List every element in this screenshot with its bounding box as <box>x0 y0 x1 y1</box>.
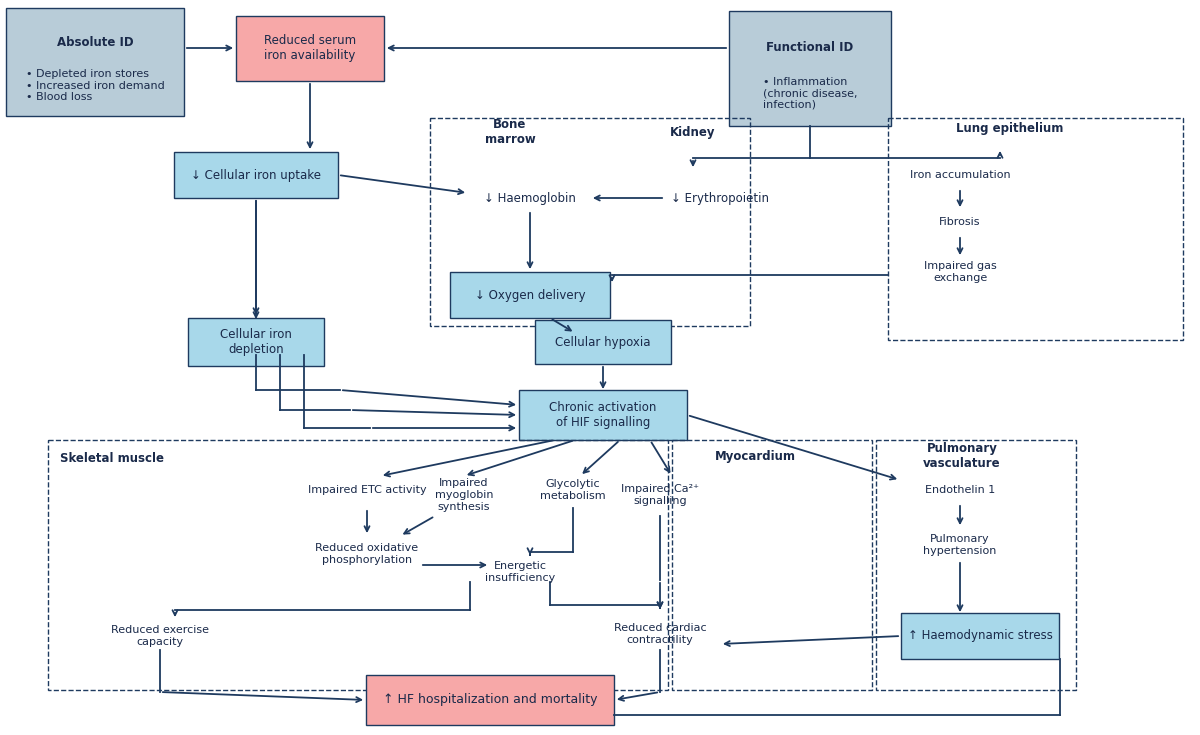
Text: Pulmonary
vasculature: Pulmonary vasculature <box>923 442 1001 470</box>
Text: Myocardium: Myocardium <box>714 450 796 462</box>
FancyBboxPatch shape <box>366 675 614 725</box>
Text: ↓ Erythropoietin: ↓ Erythropoietin <box>671 192 769 204</box>
Text: Absolute ID: Absolute ID <box>56 36 133 49</box>
Text: Glycolytic
metabolism: Glycolytic metabolism <box>540 479 606 501</box>
Text: ↓ Oxygen delivery: ↓ Oxygen delivery <box>475 289 586 301</box>
Text: Kidney: Kidney <box>671 126 715 138</box>
Text: Cellular iron
depletion: Cellular iron depletion <box>220 328 292 356</box>
Text: Bone
marrow: Bone marrow <box>485 118 535 146</box>
Text: • Depleted iron stores
• Increased iron demand
• Blood loss: • Depleted iron stores • Increased iron … <box>25 69 164 102</box>
FancyBboxPatch shape <box>450 272 610 318</box>
Text: Impaired gas
exchange: Impaired gas exchange <box>924 261 996 283</box>
Text: Skeletal muscle: Skeletal muscle <box>60 451 164 465</box>
Text: ↓ Cellular iron uptake: ↓ Cellular iron uptake <box>191 168 322 182</box>
Text: Energetic
insufficiency: Energetic insufficiency <box>485 562 556 583</box>
FancyBboxPatch shape <box>6 8 184 116</box>
FancyBboxPatch shape <box>520 390 686 440</box>
Text: Endothelin 1: Endothelin 1 <box>925 485 995 495</box>
FancyBboxPatch shape <box>901 613 1060 659</box>
Text: • Inflammation
(chronic disease,
infection): • Inflammation (chronic disease, infecti… <box>763 76 857 110</box>
FancyBboxPatch shape <box>236 15 384 81</box>
Text: Chronic activation
of HIF signalling: Chronic activation of HIF signalling <box>550 401 656 429</box>
Text: Functional ID: Functional ID <box>767 41 853 54</box>
Text: ↓ Haemoglobin: ↓ Haemoglobin <box>484 192 576 204</box>
Text: Cellular hypoxia: Cellular hypoxia <box>556 335 650 348</box>
Text: Iron accumulation: Iron accumulation <box>910 170 1010 180</box>
Text: Impaired ETC activity: Impaired ETC activity <box>307 485 426 495</box>
Text: Pulmonary
hypertension: Pulmonary hypertension <box>923 534 997 556</box>
Text: Reduced oxidative
phosphorylation: Reduced oxidative phosphorylation <box>316 543 419 564</box>
Text: Reduced serum
iron availability: Reduced serum iron availability <box>264 34 356 62</box>
Text: Lung epithelium: Lung epithelium <box>956 121 1063 135</box>
Text: ↑ Haemodynamic stress: ↑ Haemodynamic stress <box>907 629 1052 642</box>
FancyBboxPatch shape <box>174 152 338 198</box>
Text: ↑ HF hospitalization and mortality: ↑ HF hospitalization and mortality <box>383 694 598 706</box>
Text: Fibrosis: Fibrosis <box>940 217 980 227</box>
Text: Reduced exercise
capacity: Reduced exercise capacity <box>112 625 209 647</box>
FancyBboxPatch shape <box>730 10 890 126</box>
FancyBboxPatch shape <box>188 318 324 366</box>
Text: Impaired Ca²⁺
signalling: Impaired Ca²⁺ signalling <box>622 484 698 506</box>
Text: Reduced cardiac
contractility: Reduced cardiac contractility <box>613 623 707 645</box>
FancyBboxPatch shape <box>535 320 671 364</box>
Text: Impaired
myoglobin
synthesis: Impaired myoglobin synthesis <box>434 478 493 512</box>
